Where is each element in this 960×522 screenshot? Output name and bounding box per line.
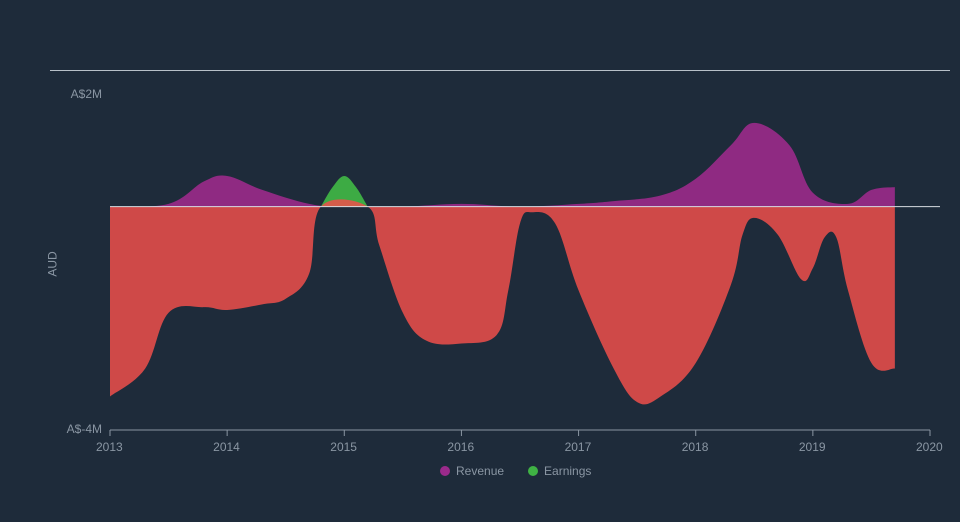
revenue-earnings-chart: AUD Revenue Earnings 2013 2014 2015 2016 2017… bbox=[0, 0, 960, 522]
x-tick-label: 2018 bbox=[682, 440, 709, 454]
legend-swatch bbox=[528, 466, 538, 476]
legend-label: Earnings bbox=[544, 464, 591, 478]
x-tick-label: 2020 bbox=[916, 440, 943, 454]
legend-item: Earnings bbox=[528, 464, 591, 478]
chart-legend: Revenue Earnings bbox=[440, 464, 591, 478]
x-tick-label: 2015 bbox=[330, 440, 357, 454]
x-tick-label: 2017 bbox=[565, 440, 592, 454]
earnings-negative-area bbox=[110, 199, 895, 404]
y-tick-label: A$-4M bbox=[67, 422, 102, 436]
x-tick-label: 2013 bbox=[96, 440, 123, 454]
x-tick-label: 2014 bbox=[213, 440, 240, 454]
revenue-area bbox=[110, 123, 895, 207]
legend-swatch bbox=[440, 466, 450, 476]
legend-label: Revenue bbox=[456, 464, 504, 478]
y-tick-label: A$2M bbox=[71, 87, 102, 101]
x-tick-label: 2019 bbox=[799, 440, 826, 454]
legend-item: Revenue bbox=[440, 464, 504, 478]
y-axis-title: AUD bbox=[46, 251, 60, 276]
x-tick-label: 2016 bbox=[447, 440, 474, 454]
